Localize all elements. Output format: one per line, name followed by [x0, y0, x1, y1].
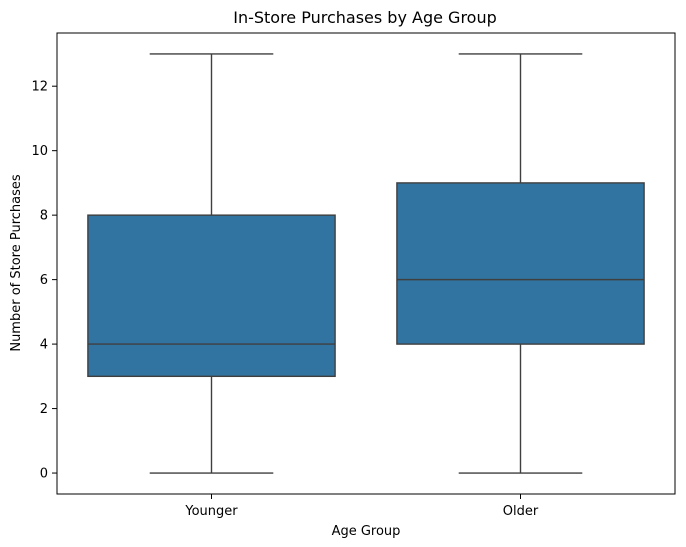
- chart-title: In-Store Purchases by Age Group: [233, 8, 497, 27]
- y-tick-label-10: 10: [31, 144, 48, 159]
- y-axis-label: Number of Store Purchases: [9, 174, 24, 352]
- plot-area: 0 2 4 6 8 10 12 Younger Older: [31, 32, 676, 519]
- y-tick-label-6: 6: [40, 273, 48, 288]
- x-tick-label-younger: Younger: [184, 504, 238, 519]
- y-tick-label-8: 8: [40, 209, 48, 224]
- y-tick-label-0: 0: [40, 467, 48, 482]
- axes-frame: [56, 32, 676, 495]
- box-older: [396, 182, 645, 345]
- box-younger: [87, 214, 336, 378]
- x-tick-label-older: Older: [503, 504, 539, 519]
- y-tick-label-4: 4: [40, 338, 48, 353]
- y-tick-label-2: 2: [40, 402, 48, 417]
- x-axis-label: Age Group: [332, 524, 401, 539]
- y-tick-label-12: 12: [31, 80, 48, 95]
